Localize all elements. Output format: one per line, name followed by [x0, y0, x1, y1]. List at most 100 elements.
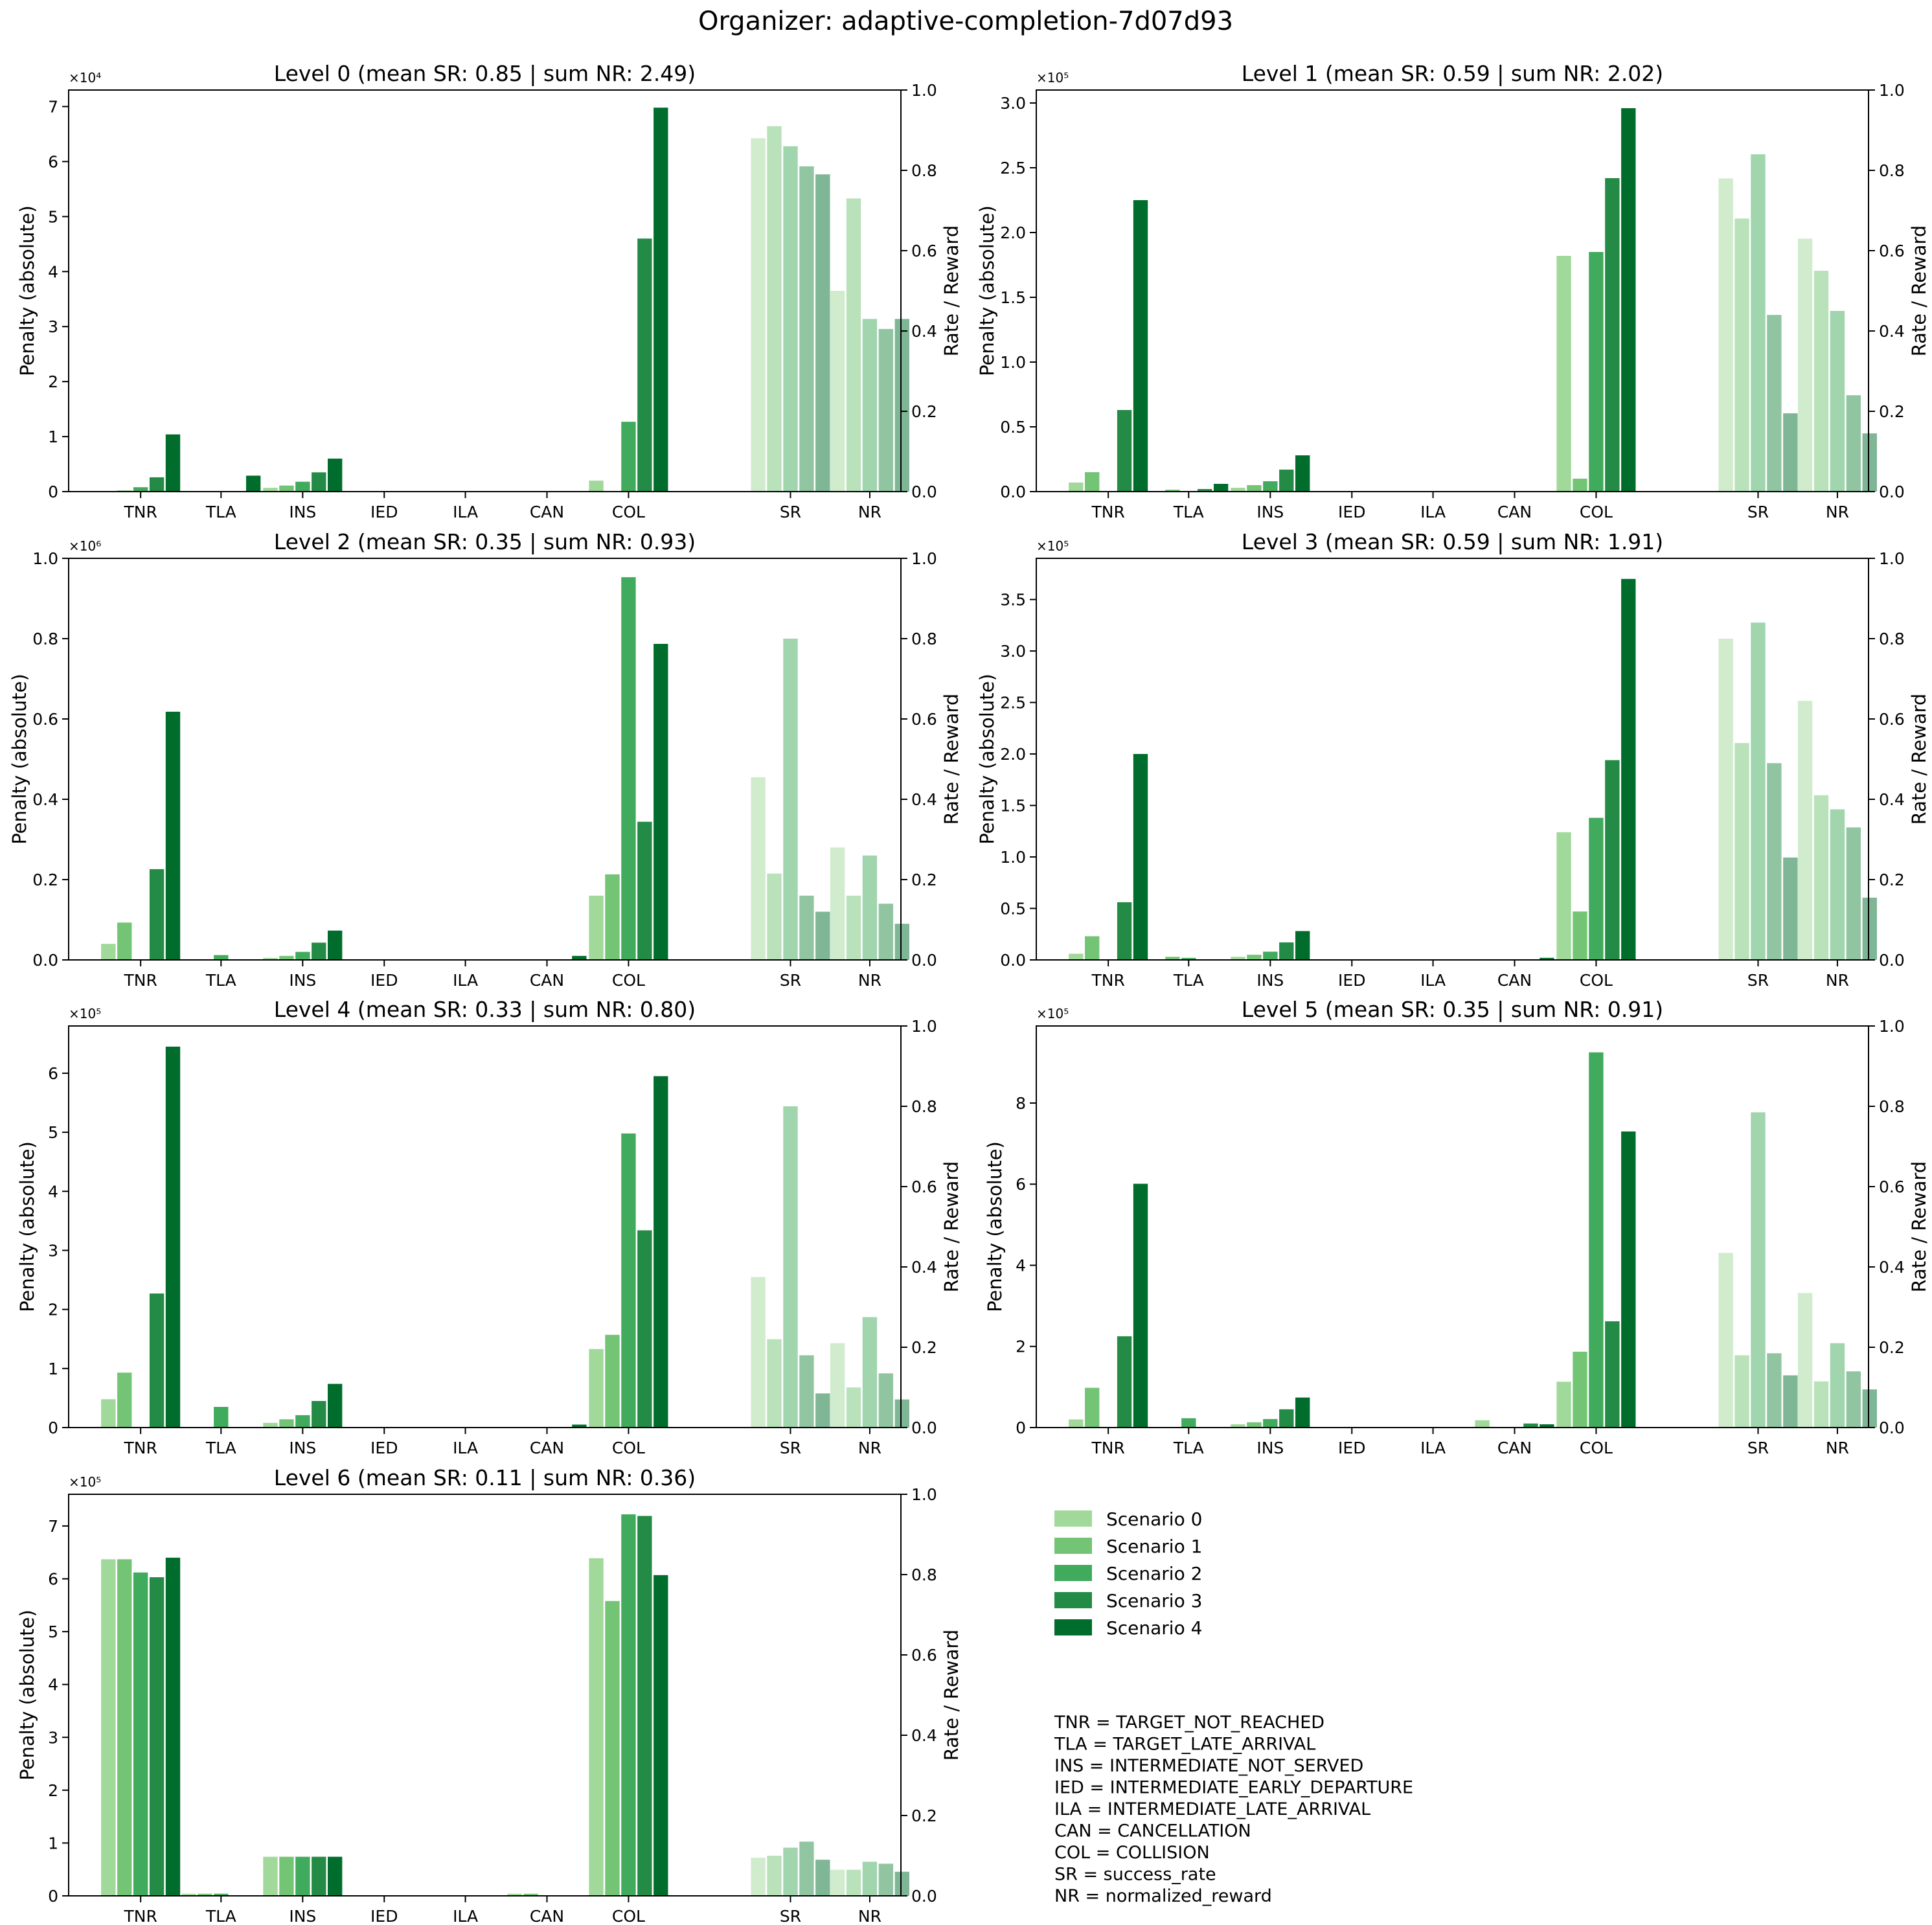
left-tick-label: 6 [1016, 1175, 1026, 1194]
bar-ins-scenario-4 [1295, 931, 1310, 960]
bar-sr-scenario-2 [783, 639, 798, 960]
axes-frame [68, 89, 902, 492]
bar-tnr-scenario-3 [1117, 410, 1132, 492]
chart-panel-level-2: 0.0 0.2 0.4 0.6 0.8 1.0 ×10⁶ 0.0 0.2 0.4 0.6 0.8 1.0… [8, 529, 962, 990]
bar-col-scenario-1 [605, 1600, 620, 1896]
right-tick-label: 0.2 [1879, 1338, 1905, 1357]
bar-nr-scenario-3 [878, 1863, 894, 1896]
left-tick-label: 0 [48, 1887, 58, 1906]
bar-nr-scenario-1 [1813, 271, 1829, 492]
left-tick-label: 2 [48, 372, 58, 391]
chart-panel-level-4: 0 1 2 3 4 5 6 ×10⁵ 0.0 0.2 0.4 0.6 0.8 1.0 TNR TLA INS IE… [16, 997, 962, 1457]
bar-tnr-scenario-0 [101, 1559, 116, 1896]
bar-ins-scenario-4 [1295, 1397, 1310, 1428]
legend-swatch [1054, 1565, 1092, 1581]
legend-item-scenario-0: Scenario 0 [1054, 1509, 1202, 1530]
x-tick-label-col: COL [612, 503, 645, 521]
left-axis-label: Penalty (absolute) [976, 674, 998, 845]
bar-col-scenario-3 [1605, 178, 1620, 492]
bar-tnr-scenario-2 [133, 1572, 148, 1896]
bar-nr-scenario-3 [878, 904, 894, 960]
bar-nr-scenario-1 [846, 895, 861, 960]
bar-tla-scenario-1 [1165, 957, 1180, 960]
axes-frame [68, 1025, 902, 1428]
bar-col-scenario-1 [1573, 479, 1587, 492]
x-tick-label-ins: INS [289, 971, 316, 990]
left-axis-label: Penalty (absolute) [976, 205, 998, 376]
bar-sr-scenario-0 [751, 777, 766, 960]
bar-col-scenario-3 [1605, 1321, 1620, 1428]
right-axis-label: Rate / Reward [940, 1630, 962, 1761]
right-tick-label: 0.2 [911, 402, 937, 421]
bar-col-scenario-1 [1573, 911, 1587, 960]
bar-tnr-scenario-4 [1133, 754, 1148, 960]
bar-sr-scenario-0 [1718, 639, 1733, 960]
bar-col-scenario-1 [605, 874, 620, 960]
x-tick-label-can: CAN [530, 503, 564, 521]
bar-tnr-scenario-4 [1133, 200, 1148, 492]
bar-tnr-scenario-1 [117, 1373, 132, 1428]
left-tick-label: 7 [48, 1517, 58, 1536]
right-tick-label: 0.4 [1879, 1258, 1905, 1277]
bars [117, 108, 909, 492]
bar-sr-scenario-1 [767, 1856, 782, 1896]
left-tick-label: 2 [1016, 1338, 1026, 1356]
bar-tnr-scenario-4 [165, 434, 181, 492]
bar-tla-scenario-4 [1213, 484, 1229, 492]
bar-sr-scenario-0 [1718, 1253, 1733, 1428]
panel-title: Level 4 (mean SR: 0.33 | sum NR: 0.80) [274, 997, 696, 1022]
abbreviation-line: CAN = CANCELLATION [1054, 1821, 1251, 1841]
x-tick-label-tnr: TNR [1091, 1439, 1124, 1457]
bar-nr-scenario-4 [1862, 1389, 1877, 1428]
bar-nr-scenario-3 [1846, 827, 1861, 960]
x-tick-label-ila: ILA [1420, 1439, 1446, 1457]
left-tick-label: 6 [48, 1570, 58, 1589]
bar-col-scenario-3 [637, 1516, 652, 1896]
legend-swatch [1054, 1592, 1092, 1608]
bar-ins-scenario-0 [263, 957, 278, 960]
right-tick-label: 0.4 [911, 1258, 937, 1277]
x-tick-label-ins: INS [1256, 503, 1284, 521]
bar-sr-scenario-1 [767, 1339, 782, 1428]
bar-ins-scenario-0 [263, 488, 278, 492]
right-axis-label: Rate / Reward [940, 225, 962, 357]
left-tick-label: 4 [48, 262, 58, 281]
right-tick-label: 0.4 [911, 1726, 937, 1745]
bar-ins-scenario-3 [312, 472, 326, 492]
left-tick-label: 1.0 [1000, 353, 1026, 372]
left-axis-scale-label: ×10⁵ [69, 1474, 101, 1490]
bars [101, 1046, 909, 1428]
x-tick-label-tla: TLA [1173, 1439, 1204, 1457]
panel-title: Level 0 (mean SR: 0.85 | sum NR: 2.49) [274, 61, 696, 86]
left-axis-label: Penalty (absolute) [16, 1141, 38, 1312]
right-tick-label: 0.8 [1879, 161, 1905, 180]
bar-tnr-scenario-3 [149, 1293, 165, 1428]
axes-frame [1036, 1025, 1869, 1428]
bar-ins-scenario-3 [1279, 1409, 1294, 1428]
right-tick-label: 0.6 [911, 242, 937, 260]
bar-can-scenario-0 [507, 1893, 522, 1896]
bar-nr-scenario-2 [1830, 311, 1845, 492]
bar-col-scenario-4 [653, 1076, 668, 1428]
bar-ins-scenario-4 [328, 1384, 343, 1428]
bar-col-scenario-0 [589, 1349, 604, 1428]
left-tick-label: 4 [48, 1182, 58, 1201]
panel-title: Level 6 (mean SR: 0.11 | sum NR: 0.36) [274, 1465, 696, 1490]
left-tick-label: 8 [1016, 1094, 1026, 1113]
bar-tla-scenario-2 [214, 1893, 229, 1896]
bar-nr-scenario-0 [1797, 1293, 1813, 1428]
bar-ins-scenario-0 [263, 1856, 278, 1896]
right-tick-label: 0.2 [911, 1338, 937, 1357]
abbreviation-line: ILA = INTERMEDIATE_LATE_ARRIVAL [1054, 1799, 1370, 1819]
legend-label: Scenario 0 [1106, 1509, 1202, 1530]
bar-can-scenario-4 [1540, 1424, 1554, 1428]
abbreviation-line: SR = success_rate [1054, 1865, 1216, 1885]
x-tick-label-tnr: TNR [123, 1439, 157, 1457]
x-tick-label-can: CAN [530, 1439, 564, 1457]
bar-can-scenario-3 [1523, 1423, 1538, 1428]
right-axis-label: Rate / Reward [1908, 694, 1930, 825]
left-tick-label: 7 [48, 97, 58, 116]
bar-nr-scenario-0 [1797, 238, 1813, 492]
left-tick-label: 4 [1016, 1256, 1026, 1275]
